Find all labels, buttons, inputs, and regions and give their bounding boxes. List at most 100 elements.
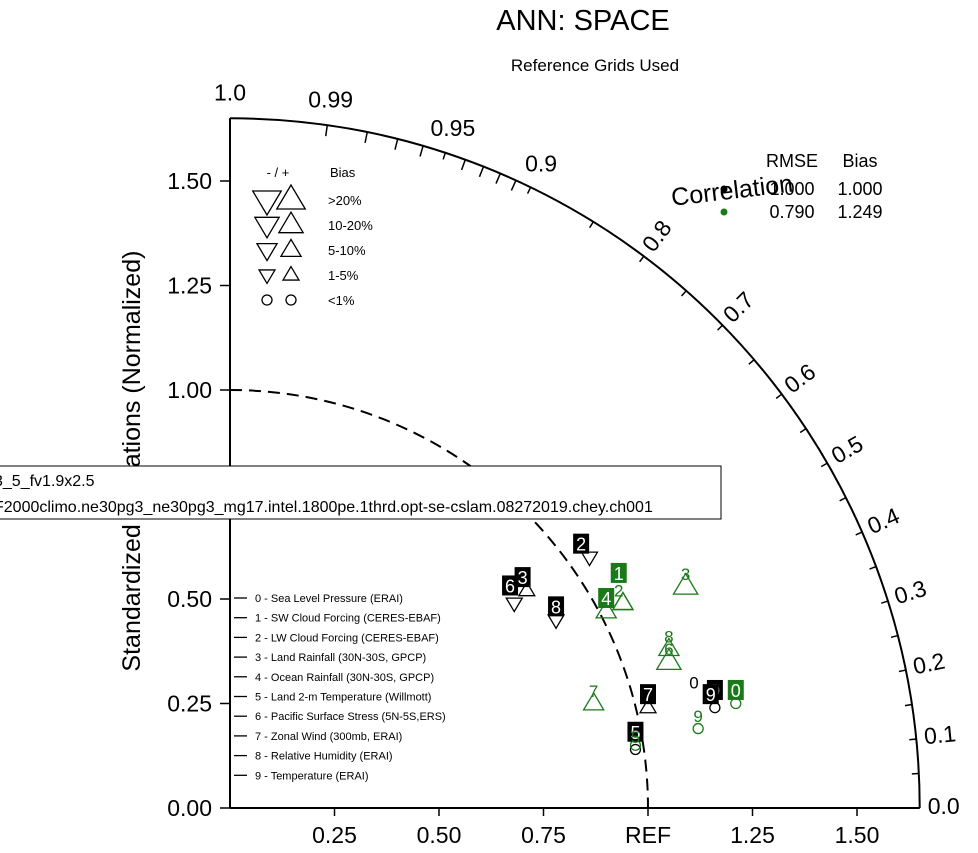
- point-label-case0: 7: [643, 685, 653, 705]
- point-label-case1: 2: [614, 582, 623, 601]
- variable-key-item: 7 - Zonal Wind (300mb, ERAI): [255, 731, 402, 743]
- correlation-label: 1.0: [214, 79, 246, 105]
- point-label-case1: 3: [681, 565, 690, 584]
- correlation-label: 0.6: [779, 358, 820, 398]
- correlation-fine-tick: [419, 145, 424, 157]
- correlation-tick: [775, 393, 783, 399]
- point-label-box: [548, 596, 565, 617]
- stats-rmse-value: 1.000: [769, 179, 814, 199]
- point-label-case0: 0: [689, 674, 698, 693]
- point-label-box: [627, 721, 644, 742]
- bias-legend-label: <1%: [328, 293, 355, 308]
- correlation-fine-tick: [324, 125, 329, 137]
- y-tick-label: 0.50: [167, 586, 212, 612]
- point-label-box: [610, 562, 627, 583]
- correlation-tick: [639, 255, 645, 263]
- correlation-tick: [526, 186, 532, 194]
- variable-key-item: 6 - Pacific Surface Stress (5N-5S,ERS): [255, 711, 446, 723]
- bias-legend-label: >20%: [328, 193, 362, 208]
- bias-legend-label: 10-20%: [328, 218, 373, 233]
- point-marker-case1-var3: [672, 572, 699, 595]
- point-label-box: [502, 575, 519, 596]
- point-label-case1: 8: [664, 628, 673, 647]
- point-marker-case1-var8: [655, 647, 683, 671]
- correlation-fine-tick: [460, 159, 467, 171]
- case-name-1: F2000climo.ne30pg3_ne30pg3_mg17.intel.18…: [0, 499, 653, 516]
- variable-key-item: 5 - Land 2-m Temperature (Willmott): [255, 692, 431, 704]
- correlation-tick: [681, 290, 687, 297]
- point-marker-case1-var4: [594, 599, 618, 619]
- point-marker-case1-var7: [582, 691, 605, 711]
- variable-key-item: 0 - Sea Level Pressure (ERAI): [255, 593, 403, 605]
- correlation-label: 0.8: [637, 215, 677, 256]
- axes: 0.000.250.500.751.001.251.500.250.500.75…: [118, 79, 960, 848]
- chart-title: ANN: SPACE: [496, 5, 670, 37]
- point-label-case1: 1: [614, 564, 624, 584]
- point-marker-case0-var5: [629, 743, 642, 756]
- x-tick-label: 0.25: [312, 822, 357, 848]
- point-label-case1: 5: [631, 728, 640, 747]
- stats-case-dot: [720, 208, 728, 216]
- point-label-box: [702, 684, 719, 705]
- bias-legend-plus-marker: [285, 294, 297, 306]
- correlation-label: 0.7: [718, 287, 759, 328]
- correlation-tick: [855, 531, 863, 536]
- correlation-tick: [588, 221, 594, 229]
- bias-legend-minus-marker: [253, 216, 281, 240]
- point-label-box: [640, 684, 656, 705]
- correlation-tick: [869, 565, 877, 570]
- point-label-case0: 2: [576, 535, 586, 555]
- variable-key-item: 4 - Ocean Rainfall (30N-30S, GPCP): [255, 672, 434, 684]
- x-tick-label: 1.50: [835, 822, 880, 848]
- correlation-tick: [904, 703, 913, 707]
- correlation-label: 0.5: [827, 430, 868, 469]
- variable-key-item: 1 - SW Cloud Forcing (CERES-EBAF): [255, 613, 441, 625]
- point-label-case0: 5: [630, 723, 640, 743]
- correlation-fine-tick: [495, 173, 501, 184]
- case-names-box: [0, 465, 722, 520]
- variable-key-item: 8 - Relative Humidity (ERAI): [255, 751, 393, 763]
- correlation-fine-tick: [394, 138, 399, 150]
- point-marker-case0-var7: [638, 698, 658, 714]
- correlation-tick: [442, 152, 447, 160]
- point-label-case1: 9: [693, 707, 702, 726]
- y-axis-title: Standardized Deviations (Normalized): [118, 251, 146, 672]
- point-marker-case0-var6: [505, 597, 524, 613]
- point-label-case1: 7: [589, 682, 598, 701]
- point-label-box: [573, 533, 590, 554]
- point-label-case0: 8: [551, 597, 561, 617]
- correlation-label: 0.99: [308, 87, 353, 113]
- y-tick-label: 0.25: [167, 691, 212, 717]
- point-marker-case1-var9: [692, 722, 704, 735]
- correlation-tick: [820, 462, 828, 468]
- correlation-tick: [748, 359, 755, 365]
- point-label-case1: 0: [731, 681, 741, 701]
- bias-legend-signs: - / +: [267, 165, 290, 180]
- correlation-tick: [881, 600, 889, 604]
- correlation-label: 0.0: [928, 793, 960, 819]
- y-tick-label: 1.50: [167, 168, 212, 194]
- bias-legend-minus-marker: [261, 294, 273, 306]
- stats-rmse-value: 0.790: [769, 202, 814, 222]
- bias-legend-label: 5-10%: [328, 243, 366, 258]
- correlation-label: 0.9: [525, 151, 557, 177]
- point-marker-case0-var2: [580, 551, 599, 567]
- stats-bias-value: 1.000: [837, 179, 882, 199]
- bias-legend-plus-marker: [279, 238, 303, 258]
- stats-bias-value: 1.249: [837, 202, 882, 222]
- bias-legend-minus-marker: [255, 242, 279, 262]
- correlation-tick: [890, 634, 898, 639]
- point-label-case0: 3: [518, 568, 528, 588]
- correlation-tick: [898, 669, 906, 673]
- bias-legend-minus-marker: [251, 190, 283, 217]
- ref-label: REF: [625, 822, 671, 848]
- point-label-box: [727, 679, 744, 700]
- correlation-tick: [839, 496, 847, 502]
- stats-rmse-header: RMSE: [766, 151, 818, 171]
- point-label-case0: 9: [706, 685, 716, 705]
- correlation-label: 0.2: [911, 647, 948, 679]
- correlation-fine-tick: [364, 131, 368, 144]
- point-marker-case1-var2: [611, 591, 635, 611]
- x-tick-label: 1.25: [730, 822, 775, 848]
